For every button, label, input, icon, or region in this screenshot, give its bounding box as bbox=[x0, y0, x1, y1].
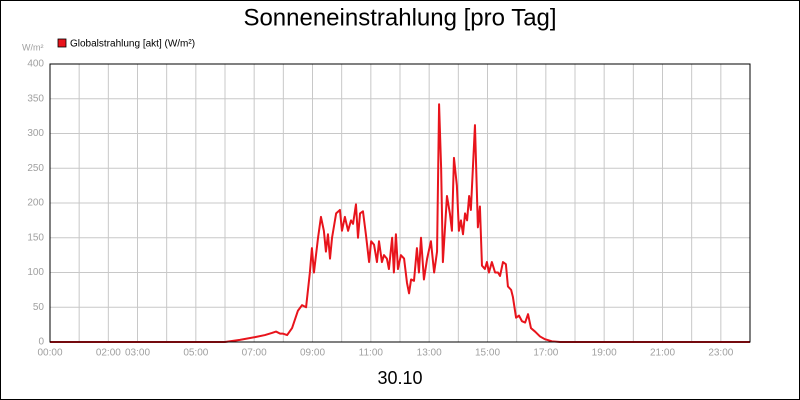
y-tick-label: 400 bbox=[27, 59, 44, 70]
x-tick-label: 03:00 bbox=[125, 348, 150, 359]
x-tick-label: 00:00 bbox=[37, 348, 62, 359]
x-tick-label: 05:00 bbox=[183, 348, 208, 359]
legend-label: Globalstrahlung [akt] (W/m²) bbox=[70, 39, 195, 50]
x-tick-label: 09:00 bbox=[300, 348, 325, 359]
y-tick-label: 150 bbox=[27, 232, 44, 243]
x-tick-label: 21:00 bbox=[650, 348, 675, 359]
x-tick-label: 23:00 bbox=[708, 348, 733, 359]
x-tick-label: 13:00 bbox=[417, 348, 442, 359]
x-tick-label: 02:00 bbox=[96, 348, 121, 359]
y-tick-label: 100 bbox=[27, 267, 44, 278]
y-tick-label: 0 bbox=[38, 337, 44, 348]
legend-swatch bbox=[57, 38, 67, 48]
y-tick-label: 300 bbox=[27, 128, 44, 139]
data-line bbox=[50, 103, 750, 343]
y-tick-label: 200 bbox=[27, 198, 44, 209]
y-axis-unit: W/m² bbox=[22, 42, 44, 52]
y-tick-label: 250 bbox=[27, 163, 44, 174]
x-axis-label: 30.10 bbox=[377, 368, 422, 388]
y-tick-label: 50 bbox=[33, 302, 45, 313]
legend: Globalstrahlung [akt] (W/m²) bbox=[57, 38, 195, 50]
x-tick-label: 07:00 bbox=[242, 348, 267, 359]
plot-border bbox=[49, 63, 751, 343]
x-tick-label: 11:00 bbox=[359, 348, 384, 359]
chart-title: Sonneneinstrahlung [pro Tag] bbox=[243, 4, 556, 31]
x-tick-label: 15:00 bbox=[475, 348, 500, 359]
x-tick-label: 17:00 bbox=[533, 348, 558, 359]
y-tick-label: 350 bbox=[27, 93, 44, 104]
x-tick-label: 19:00 bbox=[592, 348, 617, 359]
